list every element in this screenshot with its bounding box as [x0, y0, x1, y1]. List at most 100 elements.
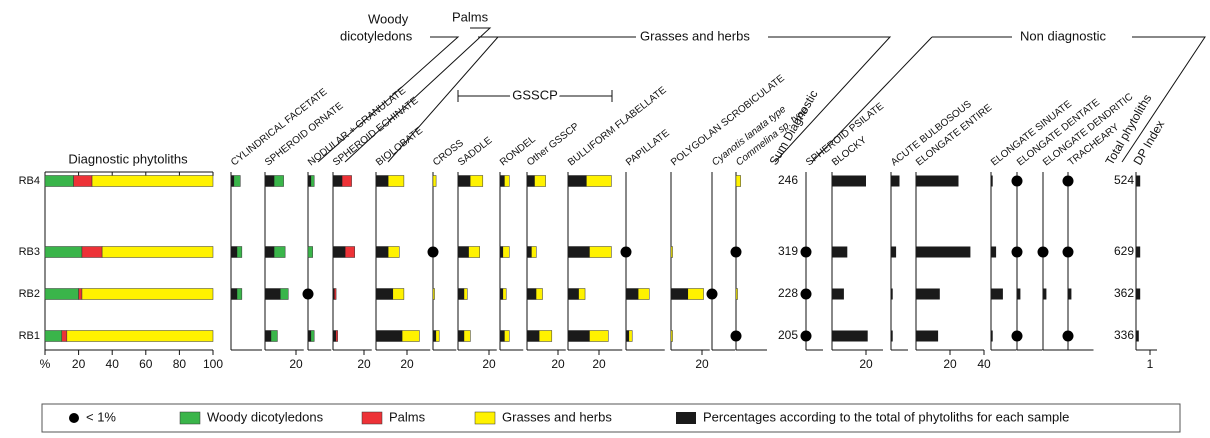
bar-segment — [44, 288, 79, 300]
below-1-dot — [800, 288, 812, 300]
bar-total — [308, 175, 312, 187]
value-label: 319 — [778, 244, 798, 258]
legend-label: Woody dicotyledons — [207, 409, 324, 424]
below-1-dot — [1011, 246, 1023, 258]
bar-segment — [44, 246, 83, 258]
bar — [735, 288, 738, 300]
bar-segment — [81, 288, 214, 300]
bar-total — [265, 246, 275, 258]
below-1-dot — [800, 246, 812, 258]
bar-segment — [73, 175, 93, 187]
bar-total — [500, 288, 504, 300]
legend-label: Grasses and herbs — [502, 409, 612, 424]
bar-total — [527, 288, 537, 300]
legend-label: < 1% — [86, 409, 116, 424]
below-1-dot — [620, 246, 632, 258]
sample-label: RB3 — [19, 246, 40, 258]
bar-segment — [61, 330, 68, 342]
bar — [670, 330, 673, 342]
column-label: SADDLE — [456, 135, 495, 169]
x-tick-label: 20 — [357, 357, 371, 371]
bar-total — [333, 330, 337, 342]
group-header: Palms — [452, 9, 489, 24]
x-tick-label: 40 — [977, 357, 991, 371]
sample-label: RB2 — [19, 288, 40, 300]
bar-total — [1043, 288, 1047, 300]
bar-total — [891, 175, 900, 187]
below-1-dot — [1011, 175, 1023, 187]
x-tick-label: 20 — [72, 357, 86, 371]
bar-total — [891, 246, 897, 258]
below-1-dot — [1011, 330, 1023, 342]
x-tick-label: 40 — [106, 357, 120, 371]
bar-total — [916, 175, 959, 187]
legend-swatch — [474, 411, 496, 425]
column-label: BULLIFORM FLABELLATE — [566, 85, 669, 169]
bar-total — [832, 175, 866, 187]
bar-total — [916, 330, 939, 342]
x-tick-label: 20 — [400, 357, 414, 371]
value-label: 246 — [778, 173, 798, 187]
group-header: Grasses and herbs — [640, 28, 750, 43]
bar-segment — [101, 246, 214, 258]
column-label: PAPILLATE — [624, 128, 672, 169]
bar-segment — [91, 175, 214, 187]
below-1-dot — [730, 246, 742, 258]
bar-total — [891, 288, 893, 300]
below-1-dot — [800, 330, 812, 342]
bar-total — [265, 175, 275, 187]
below-1-dot — [730, 330, 742, 342]
bar-total — [333, 246, 346, 258]
group-header: Woody — [368, 11, 409, 26]
value-label: 228 — [778, 286, 798, 300]
x-tick-label: 20 — [943, 357, 957, 371]
bar-total — [376, 246, 389, 258]
bar-total — [333, 175, 343, 187]
bar-total — [433, 330, 437, 342]
legend-label: Palms — [389, 409, 426, 424]
bar — [735, 175, 741, 187]
below-1-dot — [1037, 246, 1049, 258]
value-label: 524 — [1114, 173, 1134, 187]
bar-total — [991, 330, 993, 342]
bar-total — [832, 246, 848, 258]
bar-total — [308, 330, 312, 342]
x-tick-label: 1 — [1147, 357, 1154, 371]
bar-total — [832, 288, 844, 300]
bar-total — [376, 288, 394, 300]
value-label: 629 — [1114, 244, 1134, 258]
x-tick-label: 60 — [139, 357, 153, 371]
legend-label: Percentages according to the total of ph… — [703, 409, 1069, 424]
bar-total — [527, 175, 535, 187]
group-lines — [317, 27, 1206, 163]
bar-total — [500, 330, 505, 342]
bar-total — [376, 330, 403, 342]
legend-swatch — [179, 411, 201, 425]
group-header: GSSCP — [512, 87, 558, 102]
x-tick-label: 20 — [289, 357, 303, 371]
bar-total — [832, 330, 868, 342]
x-tick-label: 20 — [551, 357, 565, 371]
below-1-dot — [1062, 246, 1074, 258]
x-tick-label: 20 — [859, 357, 873, 371]
bar-segment — [78, 288, 83, 300]
bar-total — [568, 246, 590, 258]
legend-dot — [69, 413, 79, 423]
bar-total — [1136, 330, 1139, 342]
bar-total — [916, 288, 940, 300]
group-header: Non diagnostic — [1020, 28, 1106, 43]
bar-total — [568, 288, 579, 300]
x-tick-label: 100 — [203, 357, 223, 371]
bar-total — [1068, 288, 1072, 300]
bar-total — [333, 288, 335, 300]
bar-total — [916, 246, 971, 258]
bar-total — [891, 330, 893, 342]
bar-total — [1136, 246, 1141, 258]
x-tick-label: 20 — [695, 357, 709, 371]
x-tick-label: 80 — [173, 357, 187, 371]
bar-total — [231, 175, 235, 187]
bar-segment — [44, 330, 63, 342]
bar-total — [568, 175, 587, 187]
bar-total — [626, 288, 639, 300]
